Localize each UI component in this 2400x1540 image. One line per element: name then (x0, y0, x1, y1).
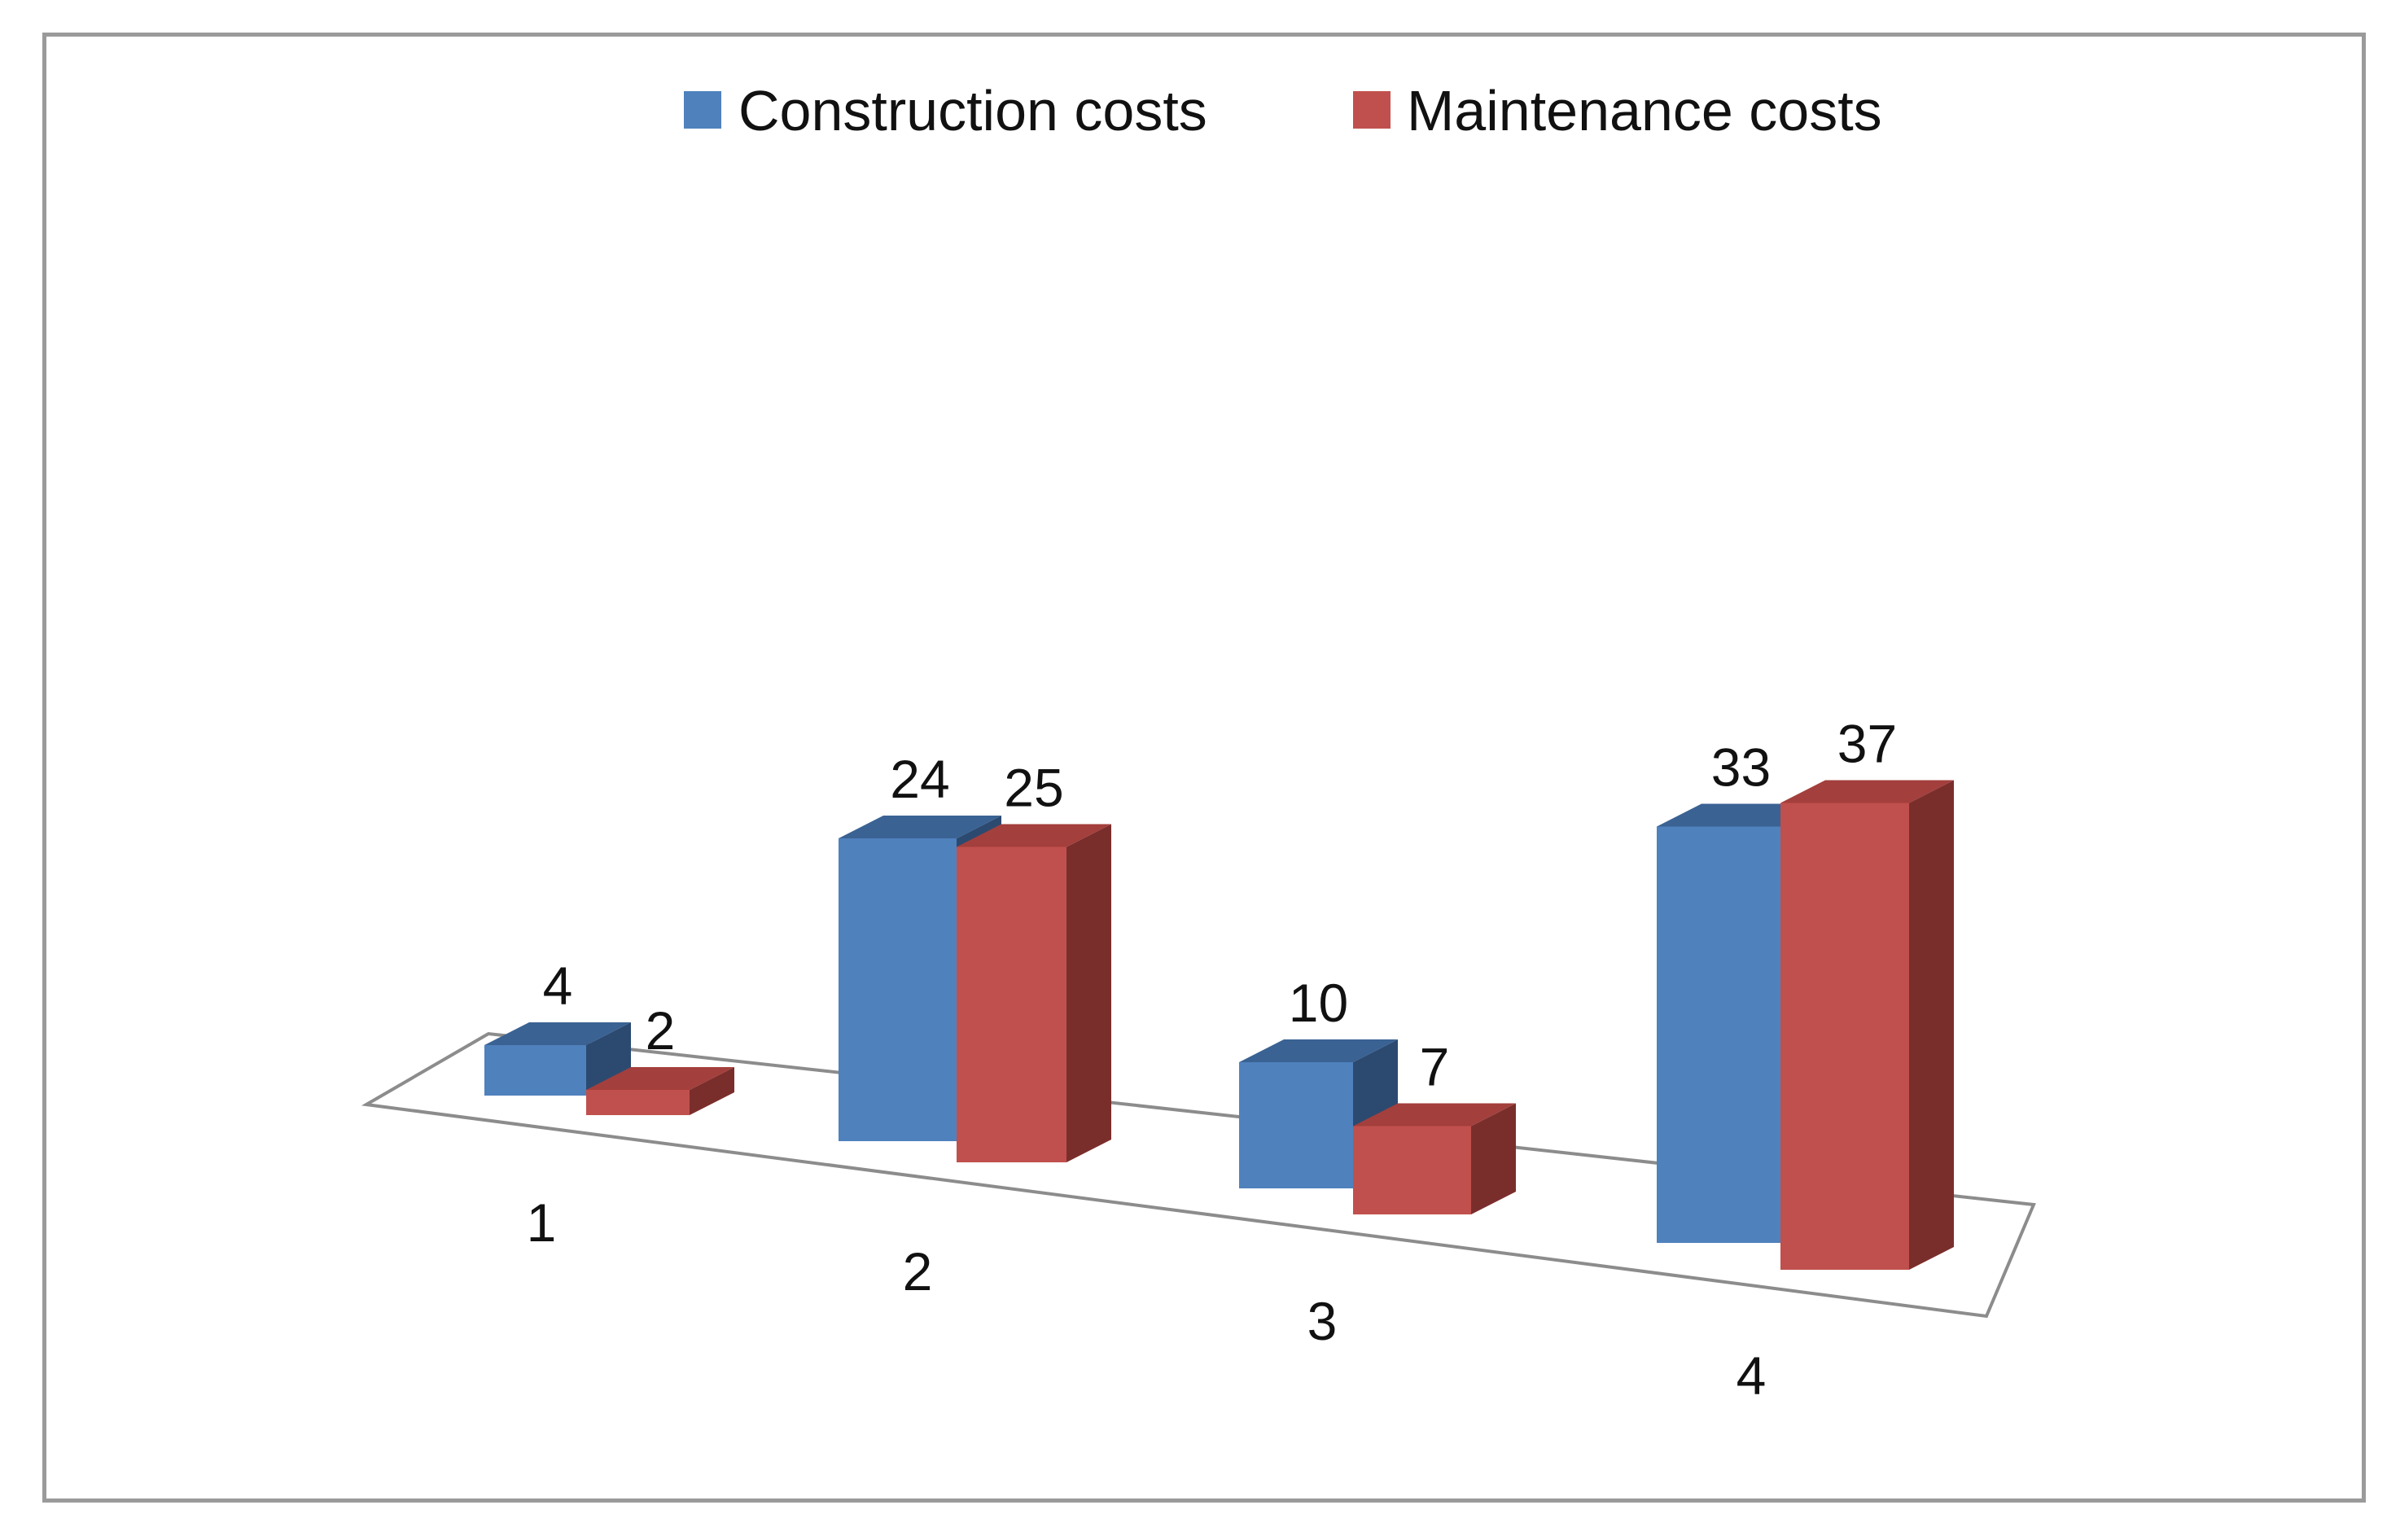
bar-maintenance-4 (1780, 780, 1954, 1270)
bar-front-construction-4 (1657, 826, 1780, 1243)
legend-swatch-construction (684, 91, 721, 129)
bar-side-maintenance-4 (1909, 780, 1954, 1270)
bar-front-maintenance-3 (1353, 1126, 1471, 1214)
legend-label-maintenance: Maintenance costs (1407, 79, 1882, 142)
bar-maintenance-2 (957, 824, 1111, 1162)
bar-top-maintenance-1 (586, 1067, 734, 1090)
bar-front-maintenance-1 (586, 1090, 690, 1115)
bar-top-maintenance-3 (1353, 1103, 1516, 1127)
data-label-construction-3: 10 (1289, 973, 1348, 1033)
legend: Construction costs Maintenance costs (684, 79, 1882, 142)
chart-frame (42, 33, 2366, 1503)
category-label-2: 2 (903, 1241, 933, 1302)
data-label-maintenance-2: 25 (1004, 758, 1063, 818)
bar-front-maintenance-2 (957, 847, 1066, 1162)
legend-swatch-maintenance (1353, 91, 1391, 129)
chart-floor (361, 1031, 2036, 1319)
data-label-maintenance-1: 2 (646, 1000, 676, 1061)
category-label-1: 1 (527, 1192, 557, 1253)
category-label-4: 4 (1736, 1345, 1767, 1406)
data-label-construction-2: 24 (890, 749, 949, 809)
bar-top-construction-2 (839, 816, 1001, 838)
bar-side-maintenance-3 (1471, 1103, 1516, 1214)
data-label-construction-1: 4 (543, 956, 573, 1016)
bar-maintenance-3 (1353, 1103, 1516, 1214)
bar-front-maintenance-4 (1780, 803, 1909, 1270)
data-label-construction-4: 33 (1711, 737, 1771, 798)
bar-top-construction-1 (484, 1022, 631, 1045)
legend-label-construction: Construction costs (738, 79, 1207, 142)
bars-layer (484, 780, 1954, 1270)
bar-front-construction-2 (839, 838, 957, 1141)
data-label-maintenance-4: 37 (1837, 714, 1897, 774)
bar-front-construction-3 (1239, 1062, 1353, 1188)
bar-top-construction-3 (1239, 1039, 1398, 1062)
bar-front-construction-1 (484, 1045, 586, 1096)
bar-top-maintenance-4 (1780, 780, 1954, 803)
bar-construction-1 (484, 1022, 631, 1096)
data-label-maintenance-3: 7 (1420, 1037, 1450, 1097)
bar-maintenance-1 (586, 1067, 734, 1115)
chart-floor-layer (361, 1031, 2036, 1319)
category-label-3: 3 (1307, 1291, 1338, 1351)
bar-top-maintenance-2 (957, 824, 1111, 847)
bar-side-maintenance-2 (1066, 824, 1111, 1162)
bar-side-maintenance-1 (690, 1067, 734, 1115)
